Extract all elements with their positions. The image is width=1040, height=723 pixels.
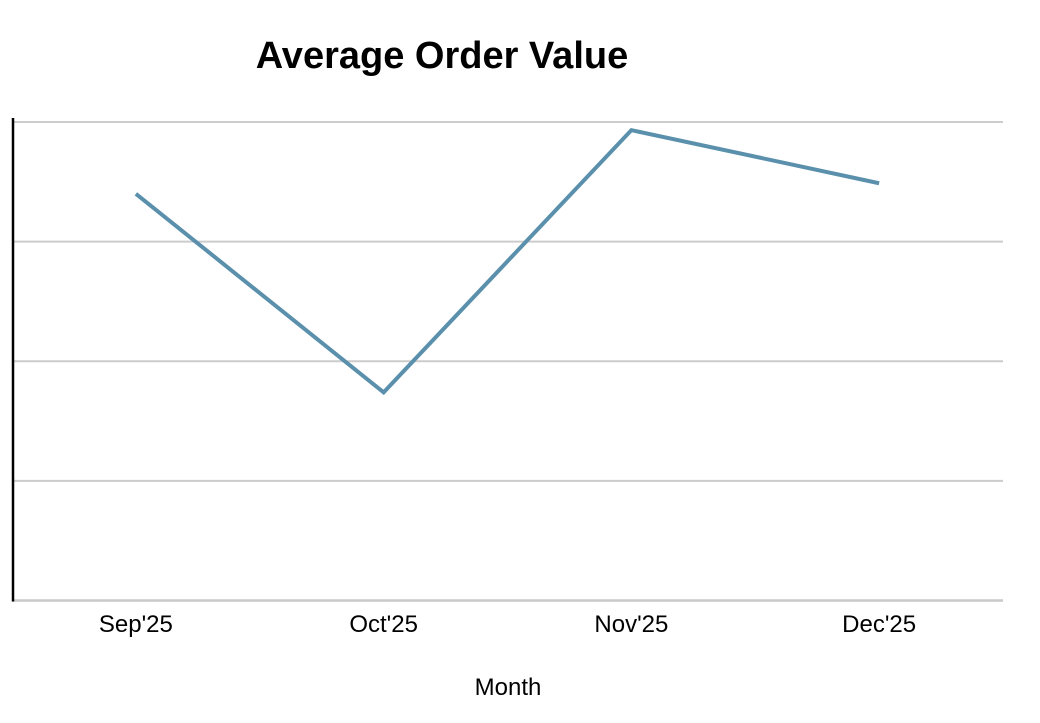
x-axis-title: Month	[474, 674, 542, 701]
x-tick-label-oct: Oct'25	[349, 611, 418, 638]
x-tick-label-sep: Sep'25	[98, 611, 173, 638]
aov-line-series	[134, 127, 880, 396]
x-tick-label-dec: Dec'25	[842, 611, 917, 638]
chart-title: Average Order Value	[255, 35, 629, 77]
x-tick-label-nov: Nov'25	[594, 611, 669, 638]
gridlines	[12, 121, 1003, 482]
